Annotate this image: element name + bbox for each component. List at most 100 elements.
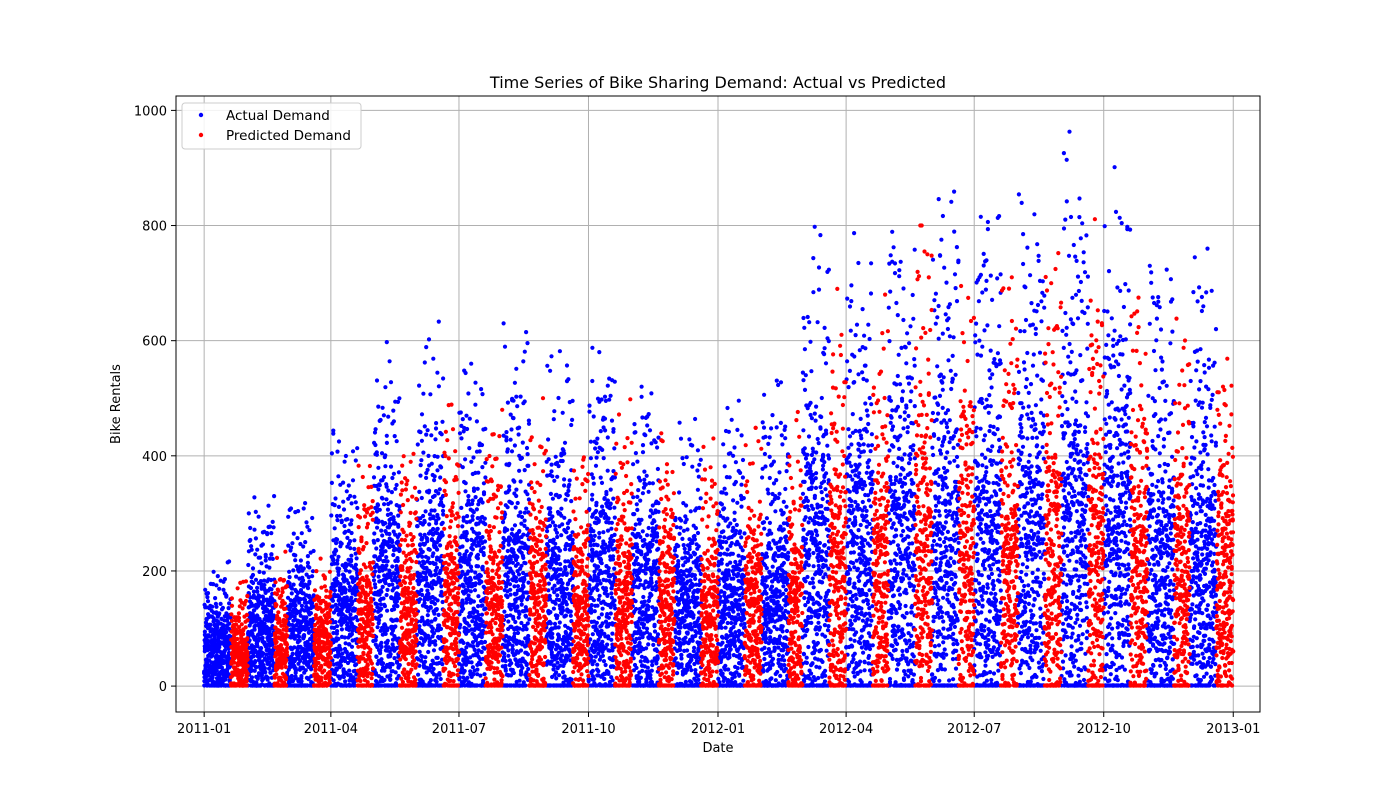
actual-point	[470, 517, 475, 522]
actual-point	[506, 648, 511, 653]
actual-point	[385, 587, 390, 593]
actual-point	[387, 531, 392, 537]
actual-point	[303, 540, 308, 545]
actual-point	[465, 675, 470, 681]
actual-point	[550, 631, 555, 637]
actual-point	[434, 565, 440, 570]
actual-point	[463, 457, 468, 462]
actual-point	[684, 455, 689, 460]
actual-point	[685, 527, 690, 532]
actual-point	[633, 599, 638, 604]
actual-point	[425, 428, 430, 433]
actual-point	[645, 533, 650, 538]
actual-point	[696, 677, 701, 683]
actual-point	[646, 604, 651, 609]
actual-point	[375, 538, 380, 543]
actual-point	[339, 541, 344, 546]
actual-point	[557, 494, 563, 499]
actual-point	[640, 635, 645, 640]
actual-point	[560, 410, 565, 415]
actual-point	[682, 546, 687, 551]
actual-point	[440, 508, 446, 513]
actual-point	[600, 653, 606, 658]
actual-point	[506, 578, 511, 583]
actual-point	[205, 591, 211, 596]
actual-point	[385, 507, 391, 512]
actual-point	[646, 412, 651, 417]
actual-point	[433, 426, 439, 431]
actual-point	[424, 345, 429, 350]
actual-point	[311, 548, 316, 554]
actual-point	[640, 450, 646, 455]
actual-point	[564, 530, 569, 535]
actual-point	[336, 572, 341, 577]
actual-point	[380, 661, 386, 666]
actual-point	[686, 594, 691, 600]
actual-point	[427, 488, 432, 493]
actual-point	[481, 545, 486, 550]
actual-point	[396, 524, 401, 529]
actual-point	[385, 638, 390, 644]
actual-point	[353, 562, 358, 567]
actual-point	[605, 592, 610, 597]
actual-point	[421, 513, 426, 519]
actual-point	[482, 672, 487, 677]
actual-point	[421, 391, 426, 396]
actual-point	[220, 605, 225, 611]
actual-point	[612, 515, 617, 520]
actual-point	[646, 525, 651, 531]
actual-point	[439, 465, 444, 470]
actual-point	[599, 561, 604, 566]
actual-point	[505, 548, 510, 554]
actual-point	[597, 535, 602, 540]
actual-point	[558, 562, 563, 567]
actual-point	[553, 541, 558, 546]
actual-point	[257, 569, 262, 575]
actual-point	[595, 450, 601, 455]
actual-point	[303, 668, 308, 673]
actual-point	[556, 554, 561, 559]
actual-point	[396, 470, 401, 475]
actual-point	[329, 480, 334, 485]
actual-point	[600, 504, 605, 509]
actual-point	[471, 510, 476, 515]
actual-point	[695, 468, 700, 473]
actual-point	[343, 453, 348, 459]
actual-point	[511, 670, 516, 676]
actual-point	[297, 638, 302, 643]
actual-point	[517, 468, 522, 473]
actual-point	[655, 656, 660, 661]
actual-point	[676, 564, 681, 569]
actual-point	[605, 498, 611, 503]
actual-point	[349, 530, 354, 536]
actual-point	[472, 588, 478, 593]
actual-point	[554, 530, 560, 535]
actual-point	[440, 533, 445, 538]
actual-point	[598, 581, 603, 586]
actual-point	[652, 622, 657, 628]
actual-point	[503, 658, 508, 664]
actual-point	[482, 539, 488, 544]
actual-point	[563, 497, 568, 502]
actual-point	[551, 537, 556, 542]
actual-point	[510, 647, 515, 652]
actual-point	[589, 607, 594, 612]
actual-point	[423, 659, 428, 664]
actual-point	[386, 414, 391, 419]
actual-point	[588, 456, 594, 461]
actual-point	[432, 478, 437, 483]
actual-point	[463, 650, 468, 655]
actual-point	[609, 637, 614, 642]
actual-point	[269, 552, 274, 557]
actual-point	[602, 550, 608, 555]
actual-point	[562, 674, 567, 679]
actual-point	[377, 483, 382, 488]
actual-point	[385, 626, 390, 631]
actual-point	[301, 566, 306, 571]
actual-point	[381, 596, 386, 601]
actual-point	[505, 400, 510, 405]
actual-point	[689, 668, 694, 673]
actual-point	[509, 501, 514, 506]
actual-point	[460, 598, 465, 603]
actual-point	[641, 594, 646, 600]
